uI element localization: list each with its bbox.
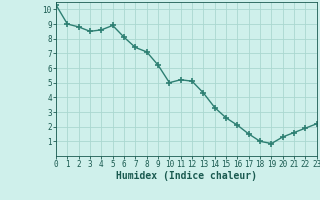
X-axis label: Humidex (Indice chaleur): Humidex (Indice chaleur) <box>116 171 257 181</box>
